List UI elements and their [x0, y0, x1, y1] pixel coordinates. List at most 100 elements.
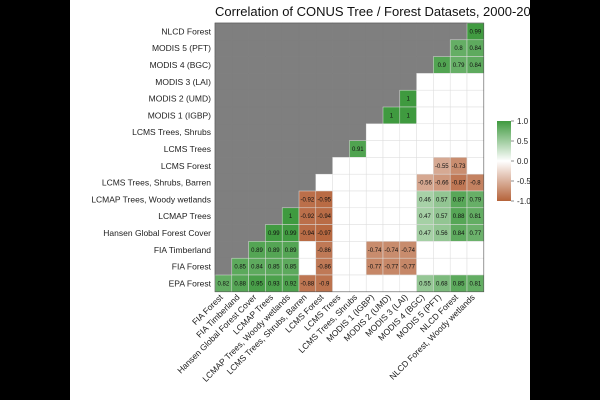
heatmap-cell — [365, 190, 384, 209]
heatmap-cell — [265, 140, 283, 158]
heatmap-cell — [315, 106, 333, 125]
heatmap-cell — [416, 106, 434, 125]
cell-value-label: 0.84 — [453, 231, 465, 237]
heatmap-cell — [399, 190, 417, 209]
heatmap-cell — [332, 274, 350, 293]
heatmap-cell — [433, 89, 451, 108]
heatmap-cell — [416, 257, 434, 276]
legend-color-bar — [497, 121, 511, 201]
heatmap-cell — [315, 157, 333, 175]
heatmap-cell — [399, 173, 417, 192]
heatmap-cell — [265, 207, 283, 225]
cell-value-label: 0.82 — [218, 281, 230, 287]
heatmap-cell — [214, 190, 233, 209]
heatmap-cell — [231, 106, 249, 125]
cell-value-label: -0.97 — [317, 231, 331, 237]
cell-value-label: 0.81 — [470, 281, 482, 287]
heatmap-cell — [382, 140, 401, 158]
row-label: LCMAP Trees, Woody wetlands — [91, 194, 211, 204]
heatmap-cell — [248, 56, 266, 74]
heatmap-cell — [265, 106, 283, 125]
cell-value-label: 0.8 — [454, 46, 463, 52]
cell-value-label: 0.84 — [470, 46, 482, 52]
heatmap-cell — [298, 39, 317, 57]
heatmap-cell — [332, 123, 350, 141]
cell-value-label: 0.85 — [285, 265, 297, 271]
heatmap-cell — [298, 56, 317, 74]
cell-value-label: -0.77 — [401, 265, 415, 271]
cell-value-label: 1 — [289, 214, 293, 220]
heatmap-cell — [231, 89, 249, 108]
heatmap-cell — [281, 106, 300, 125]
heatmap-cell — [214, 106, 233, 125]
cell-value-label: -0.9 — [319, 281, 330, 287]
heatmap-cell — [332, 106, 350, 125]
heatmap-cell — [349, 56, 367, 74]
heatmap-cell — [382, 123, 401, 141]
heatmap-cell — [349, 123, 367, 141]
heatmap-cell — [349, 257, 367, 276]
heatmap-cell — [231, 224, 249, 242]
cell-value-label: 0.92 — [285, 281, 297, 287]
heatmap-cell — [433, 106, 451, 125]
heatmap-cell — [349, 190, 367, 209]
cell-value-label: -0.77 — [385, 265, 399, 271]
heatmap-cell — [265, 39, 283, 57]
cell-value-label: 1 — [407, 97, 411, 103]
heatmap-cell — [365, 207, 384, 225]
heatmap-cell — [349, 157, 367, 175]
legend-tick-label: -0.5 — [517, 177, 530, 186]
heatmap-cell — [281, 73, 300, 91]
heatmap-cell — [281, 56, 300, 74]
row-label: MODIS 4 (BGC) — [150, 60, 212, 70]
heatmap-cell — [214, 22, 233, 41]
cell-value-label: -0.66 — [435, 181, 449, 187]
heatmap-cell — [382, 157, 401, 175]
heatmap-cell — [349, 207, 367, 225]
heatmap-cell — [365, 22, 384, 41]
heatmap-cell — [416, 241, 434, 259]
heatmap-cell — [248, 207, 266, 225]
heatmap-cell — [365, 106, 384, 125]
heatmap-cell — [248, 173, 266, 192]
cell-value-label: 0.99 — [285, 231, 297, 237]
heatmap-cell — [466, 123, 485, 141]
cell-value-label: -0.56 — [418, 181, 432, 187]
cell-value-label: -0.92 — [301, 214, 315, 220]
heatmap-cell — [416, 22, 434, 41]
heatmap-cell — [281, 89, 300, 108]
heatmap-cell — [416, 89, 434, 108]
heatmap-cell — [248, 140, 266, 158]
heatmap-cell — [231, 22, 249, 41]
cell-value-label: -0.92 — [301, 197, 315, 203]
cell-value-label: 0.9 — [438, 63, 447, 69]
chart-area: Correlation of CONUS Tree / Forest Datas… — [70, 0, 530, 400]
cell-value-label: 0.89 — [251, 248, 263, 254]
heatmap-cell — [332, 224, 350, 242]
cell-value-label: -0.87 — [452, 181, 466, 187]
heatmap-cell — [231, 123, 249, 141]
heatmap-cell — [265, 157, 283, 175]
row-label: FIA Timberland — [154, 245, 211, 255]
heatmap-cell — [265, 173, 283, 192]
heatmap-cell — [298, 257, 317, 276]
heatmap-cell — [399, 22, 417, 41]
heatmap-cell — [265, 22, 283, 41]
heatmap-cell — [315, 39, 333, 57]
heatmap-cell — [248, 157, 266, 175]
cell-value-label: -0.8 — [470, 181, 481, 187]
heatmap-cell — [248, 106, 266, 125]
heatmap-cell — [449, 22, 468, 41]
heatmap-cell — [281, 190, 300, 209]
cell-value-label: 0.85 — [268, 265, 280, 271]
cell-value-label: -0.73 — [452, 164, 466, 170]
heatmap-cell — [365, 274, 384, 293]
heatmap-cell — [466, 157, 485, 175]
heatmap-cell — [399, 56, 417, 74]
cell-value-label: 0.88 — [234, 281, 246, 287]
heatmap-cell — [332, 241, 350, 259]
heatmap-cell — [248, 123, 266, 141]
heatmap-cell — [265, 89, 283, 108]
heatmap-cell — [399, 207, 417, 225]
heatmap-cell — [382, 56, 401, 74]
